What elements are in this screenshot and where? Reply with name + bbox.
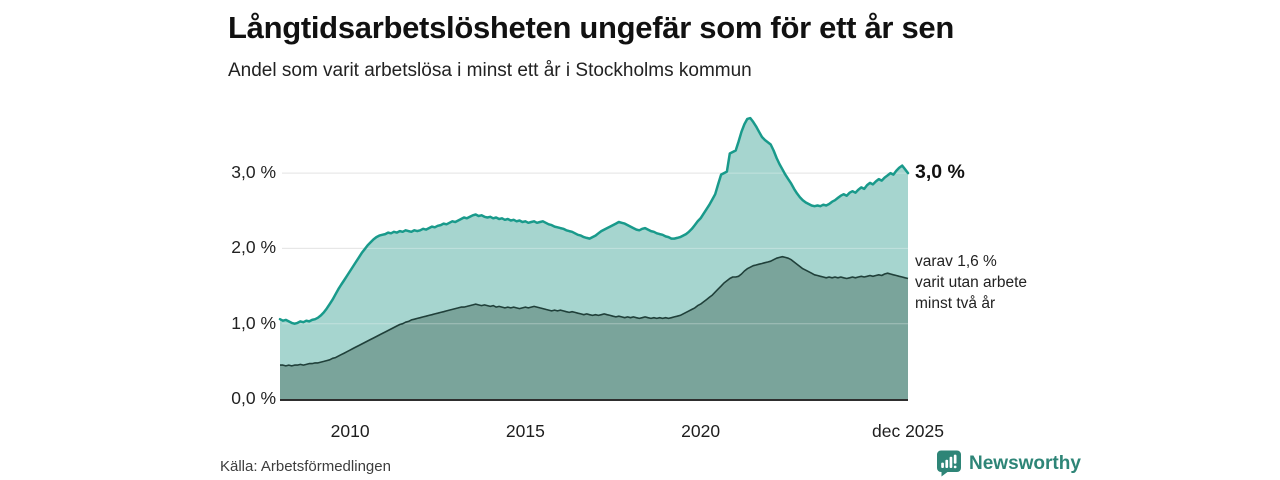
series-annotation: varav 1,6 % varit utan arbete minst två … (915, 252, 1027, 314)
line-two-years (280, 255, 909, 367)
newsworthy-logo: Newsworthy (936, 450, 1081, 477)
brand-name: Newsworthy (969, 452, 1081, 474)
annotation-line: minst två år (915, 294, 996, 312)
annotation-line: varav 1,6 % (915, 253, 997, 270)
source-label: Källa: Arbetsförmedlingen (220, 458, 391, 475)
series-end-value-label: 3,0 % (915, 161, 965, 184)
chart-subtitle: Andel som varit arbetslösa i minst ett å… (228, 60, 752, 81)
y-tick-label: 0,0 % (231, 388, 276, 408)
y-tick-label: 1,0 % (231, 312, 276, 333)
x-tick-label: 2020 (681, 421, 721, 441)
newsworthy-chart-bubble-icon (937, 450, 961, 477)
y-tick-label: 3,0 % (231, 162, 276, 183)
y-tick-label: 2,0 % (231, 237, 276, 258)
line-total (278, 116, 910, 325)
x-tick-label: dec 2025 (871, 421, 945, 441)
x-tick-label: 2010 (330, 421, 370, 441)
annotation-line: varit utan arbete (915, 273, 1028, 291)
x-tick-label: 2015 (505, 421, 545, 441)
area-two-years (280, 256, 908, 399)
page-title: Långtidsarbetslösheten ungefär som för e… (228, 10, 955, 45)
